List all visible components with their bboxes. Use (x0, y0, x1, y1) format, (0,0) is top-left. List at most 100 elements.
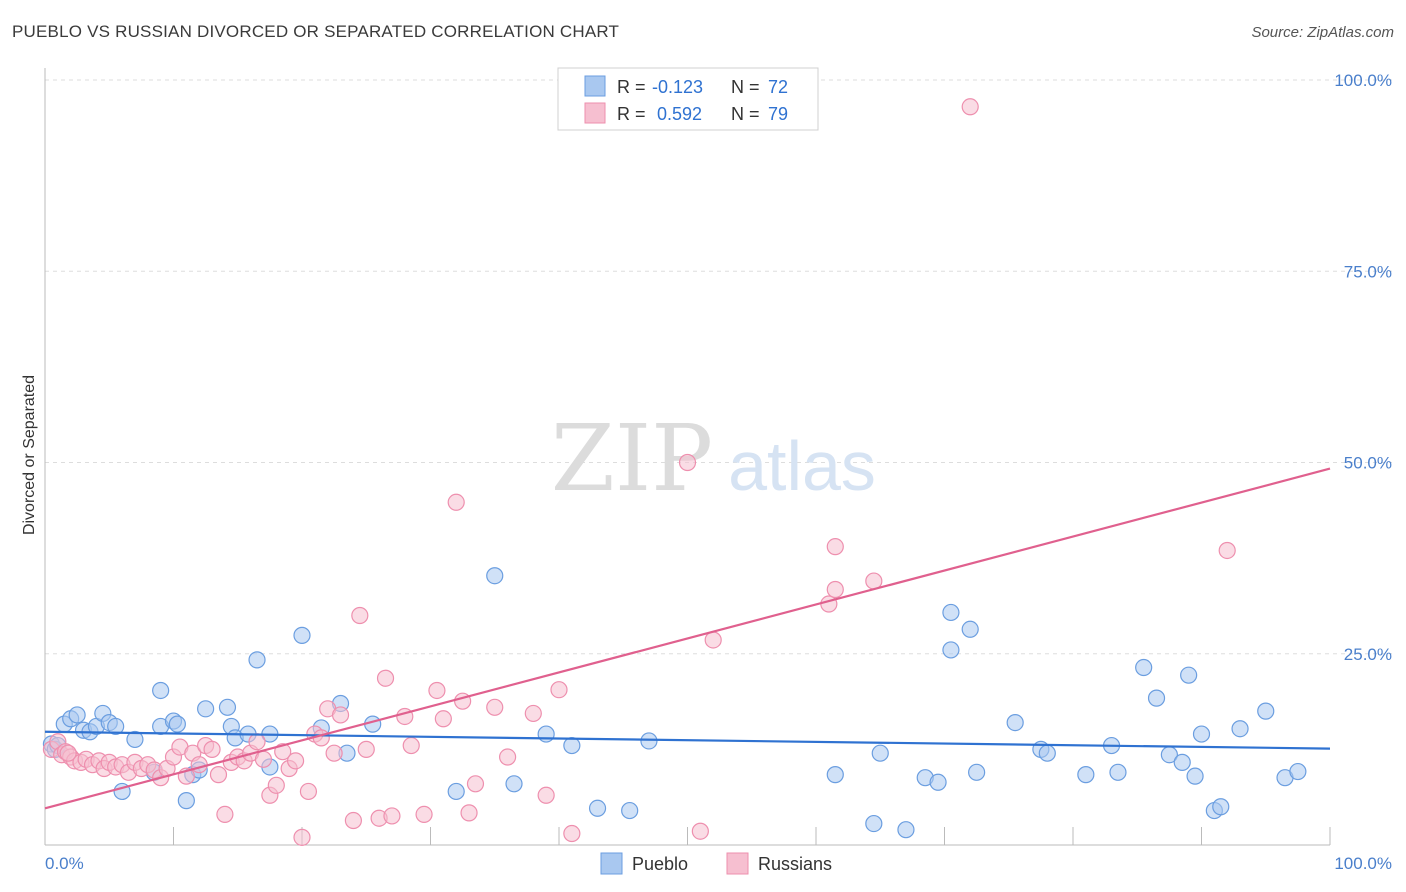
pueblo-point-64 (1192, 725, 1211, 743)
pueblo-point-62 (1180, 666, 1198, 684)
russian-point-52 (376, 669, 395, 687)
pueblo-point-40 (621, 801, 639, 820)
pueblo-point-67 (1231, 720, 1249, 738)
russian-point-58 (434, 710, 452, 728)
y-axis-label: Divorced or Separated (21, 375, 38, 535)
grid-lines (45, 79, 1392, 655)
pueblo-point-34 (447, 782, 465, 801)
russian-point-66 (537, 786, 555, 804)
legend-r-russians: 0.592 (657, 104, 702, 124)
pueblo-point-55 (1077, 766, 1095, 784)
russian-point-46 (325, 744, 343, 762)
pueblo-point-12 (126, 730, 144, 749)
russian-point-25 (190, 756, 208, 774)
pueblo-point-70 (1289, 762, 1307, 781)
russian-point-67 (550, 681, 568, 699)
russian-point-38 (274, 743, 292, 761)
pueblo-point-18 (177, 792, 195, 810)
x-tick-label-0: 0.0% (45, 854, 84, 873)
russian-point-29 (216, 805, 234, 824)
pueblo-trend-line (44, 730, 1331, 750)
russian-point-69 (678, 453, 697, 472)
russian-point-77 (1218, 541, 1236, 560)
pueblo-point-42 (826, 766, 844, 784)
bottom-legend-swatch-pueblo (600, 852, 623, 875)
bottom-legend: Pueblo Russians (600, 852, 832, 875)
pueblo-point-21 (197, 700, 215, 718)
pueblo-point-17 (168, 715, 186, 733)
russian-point-37 (267, 776, 285, 794)
russian-point-50 (357, 740, 375, 758)
y-tick-label-1: 50.0% (1344, 454, 1392, 473)
legend-swatch-pueblo (584, 75, 606, 97)
y-tick-label-2: 75.0% (1344, 262, 1392, 281)
pueblo-point-68 (1257, 702, 1275, 720)
russian-point-47 (331, 706, 350, 724)
pueblo-point-35 (486, 567, 504, 585)
russian-point-63 (486, 698, 504, 716)
russian-point-70 (691, 822, 709, 840)
pueblo-point-43 (865, 814, 883, 833)
pueblo-point-57 (1109, 763, 1127, 781)
russian-trend-line (44, 467, 1331, 810)
legend-n-label-pueblo: N = (731, 77, 760, 97)
russian-point-78 (59, 744, 77, 762)
russian-point-35 (254, 750, 273, 768)
pueblo-points (42, 567, 1307, 839)
pueblo-point-14 (152, 681, 170, 700)
legend-r-pueblo: -0.123 (652, 77, 703, 97)
legend-r-label-russians: R = (617, 104, 646, 124)
pueblo-point-22 (218, 698, 237, 716)
legend-n-label-russians: N = (731, 104, 760, 124)
pueblo-point-47 (929, 773, 947, 791)
pueblo-point-10 (107, 717, 125, 736)
pueblo-point-37 (537, 725, 555, 743)
pueblo-point-49 (942, 603, 960, 622)
pueblo-point-29 (293, 626, 311, 644)
russian-point-61 (460, 804, 478, 822)
russian-point-57 (428, 681, 446, 700)
russian-point-62 (466, 775, 485, 793)
russian-point-49 (351, 606, 369, 625)
pueblo-point-51 (968, 763, 986, 781)
legend-r-label-pueblo: R = (617, 77, 646, 97)
russian-points (42, 98, 1236, 846)
russian-point-73 (826, 580, 844, 599)
russian-point-27 (203, 740, 221, 758)
russian-point-74 (826, 538, 844, 556)
russian-point-65 (524, 704, 542, 723)
pueblo-point-39 (588, 799, 607, 817)
pueblo-point-26 (248, 651, 266, 669)
bottom-legend-russians: Russians (758, 854, 832, 874)
russian-point-64 (499, 748, 517, 766)
legend: R = -0.123 N = 72 R = 0.592 N = 79 (557, 67, 819, 131)
pueblo-point-66 (1212, 798, 1230, 816)
pueblo-point-38 (563, 736, 581, 755)
y-tick-label-0: 25.0% (1344, 645, 1392, 664)
pueblo-point-44 (871, 744, 889, 762)
pueblo-point-36 (505, 775, 523, 793)
pueblo-point-45 (897, 821, 915, 839)
x-tick-label-1: 100.0% (1334, 854, 1392, 873)
russian-point-42 (299, 782, 318, 801)
russian-point-44 (312, 729, 330, 747)
watermark: ZIP atlas (551, 405, 876, 512)
chart-title: PUEBLO VS RUSSIAN DIVORCED OR SEPARATED … (12, 22, 620, 41)
bottom-legend-swatch-russians (726, 852, 749, 875)
bottom-legend-pueblo: Pueblo (632, 854, 688, 874)
trend-lines (44, 467, 1331, 810)
legend-n-russians: 79 (768, 104, 788, 124)
watermark-atlas: atlas (728, 427, 876, 505)
russian-point-55 (402, 736, 420, 755)
russian-point-56 (415, 805, 433, 824)
russian-point-28 (209, 766, 228, 784)
russian-point-68 (563, 824, 581, 843)
legend-n-pueblo: 72 (768, 77, 788, 97)
pueblo-point-54 (1038, 744, 1056, 762)
russian-point-48 (344, 811, 362, 830)
pueblo-point-4 (68, 706, 86, 724)
legend-swatch-russians (584, 102, 606, 124)
pueblo-point-41 (640, 732, 658, 750)
russian-point-40 (286, 752, 305, 770)
